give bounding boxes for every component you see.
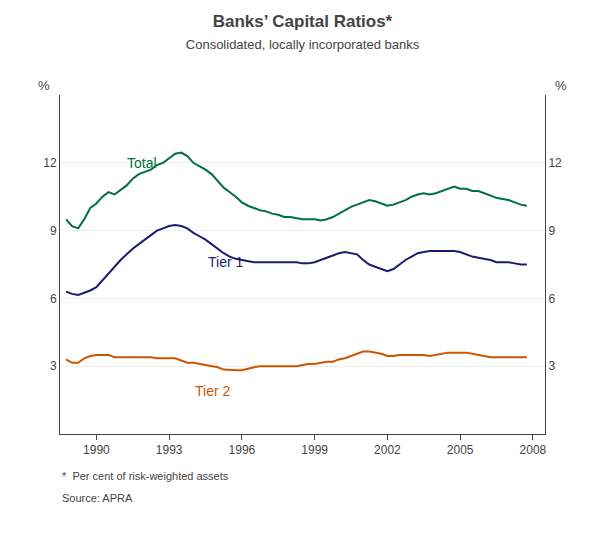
- svg-text:3: 3: [548, 359, 555, 373]
- svg-text:2005: 2005: [447, 443, 474, 457]
- svg-text:2002: 2002: [374, 443, 401, 457]
- svg-text:1993: 1993: [156, 443, 183, 457]
- svg-text:Source: APRA: Source: APRA: [62, 492, 133, 504]
- svg-text:1999: 1999: [301, 443, 328, 457]
- svg-text:%: %: [555, 78, 567, 93]
- svg-text:2008: 2008: [520, 443, 547, 457]
- svg-text:Total: Total: [127, 155, 157, 171]
- svg-text:1990: 1990: [83, 443, 110, 457]
- svg-text:12: 12: [548, 156, 562, 170]
- svg-text:* Per cent of risk-weighted a: * Per cent of risk-weighted assets: [62, 470, 229, 482]
- svg-text:12: 12: [43, 156, 57, 170]
- svg-text:Tier 1: Tier 1: [208, 254, 243, 270]
- svg-text:1996: 1996: [229, 443, 256, 457]
- svg-text:Banks’ Capital Ratios*Consolid: Banks’ Capital Ratios*Consolidated, loca…: [186, 12, 420, 52]
- svg-text:3: 3: [50, 359, 57, 373]
- svg-text:6: 6: [50, 292, 57, 306]
- svg-text:Tier 2: Tier 2: [195, 383, 230, 399]
- svg-text:%: %: [38, 78, 50, 93]
- svg-text:9: 9: [50, 224, 57, 238]
- svg-text:6: 6: [548, 292, 555, 306]
- svg-text:9: 9: [548, 224, 555, 238]
